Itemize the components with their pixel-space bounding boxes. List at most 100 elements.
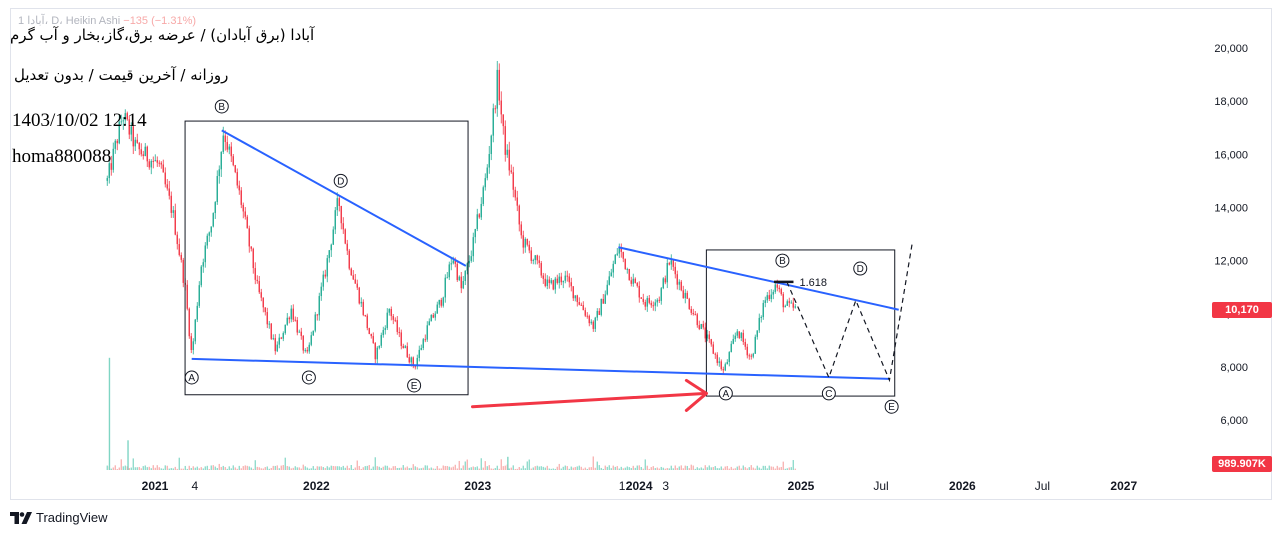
candle-body bbox=[326, 258, 328, 277]
volume-bar bbox=[604, 465, 606, 470]
candle-body bbox=[540, 263, 542, 276]
candle-body bbox=[114, 140, 116, 149]
candle-body bbox=[776, 284, 778, 288]
volume-bar bbox=[158, 467, 160, 470]
candle-body bbox=[508, 149, 510, 171]
candle-body bbox=[110, 163, 112, 170]
volume-bar bbox=[698, 468, 700, 470]
candle-body bbox=[546, 279, 548, 286]
fib-label: 1.618 bbox=[799, 277, 827, 289]
candle-body bbox=[386, 312, 388, 329]
candle-body bbox=[620, 248, 622, 252]
arrow-head bbox=[684, 378, 708, 412]
tradingview-logo[interactable]: TradingView bbox=[10, 510, 108, 525]
volume-bar bbox=[678, 466, 680, 470]
wave-marker bbox=[333, 173, 348, 188]
volume-bar bbox=[592, 456, 594, 470]
candle-body bbox=[284, 324, 286, 334]
volume-bar bbox=[638, 465, 640, 470]
volume-bar bbox=[416, 467, 418, 470]
candle-body bbox=[446, 277, 448, 279]
candle-body bbox=[242, 204, 244, 212]
volume-bar bbox=[360, 468, 362, 470]
candle-body bbox=[106, 178, 108, 181]
volume-bar bbox=[752, 467, 754, 470]
candle-body bbox=[156, 160, 158, 163]
volume-bar bbox=[194, 467, 196, 470]
candle-body bbox=[648, 298, 650, 303]
volume-bar bbox=[736, 466, 738, 470]
candle-body bbox=[344, 229, 346, 244]
candle-body bbox=[186, 284, 188, 309]
candle-body bbox=[476, 214, 478, 229]
candle-body bbox=[642, 298, 644, 302]
volume-bar bbox=[276, 465, 278, 470]
volume-bar bbox=[720, 466, 722, 470]
candle-body bbox=[786, 301, 788, 306]
candle-body bbox=[742, 332, 744, 343]
candle-body bbox=[774, 284, 776, 292]
wave-label: C bbox=[825, 389, 832, 400]
candle-body bbox=[580, 304, 582, 306]
candle-body bbox=[632, 278, 634, 284]
candle-body bbox=[244, 211, 246, 217]
candle-body bbox=[360, 301, 362, 304]
candle-body bbox=[630, 280, 632, 284]
candle-body bbox=[482, 187, 484, 204]
candle-body bbox=[222, 135, 224, 152]
volume-bar bbox=[594, 467, 596, 470]
volume-bar bbox=[508, 468, 510, 470]
x-tick-label: 12 bbox=[619, 479, 633, 493]
volume-bar bbox=[558, 463, 560, 470]
volume-bar bbox=[310, 468, 312, 470]
candle-body bbox=[650, 302, 652, 306]
candle-body bbox=[612, 263, 614, 273]
candle-body bbox=[210, 226, 212, 233]
candle-body bbox=[366, 315, 368, 329]
candle-body bbox=[568, 276, 570, 283]
volume-bar bbox=[668, 468, 670, 470]
candle-body bbox=[660, 288, 662, 301]
candle-body bbox=[208, 232, 210, 236]
candle-body bbox=[608, 276, 610, 285]
volume-bar bbox=[196, 466, 198, 470]
candle-body bbox=[700, 323, 702, 329]
candle-body bbox=[544, 278, 546, 286]
candle-body bbox=[526, 238, 528, 245]
candle-body bbox=[766, 295, 768, 301]
volume-bar bbox=[628, 467, 630, 470]
candle-body bbox=[420, 348, 422, 350]
volume-bar bbox=[106, 465, 108, 470]
candle-body bbox=[618, 248, 620, 254]
candle-body bbox=[714, 353, 716, 355]
candle-body bbox=[570, 282, 572, 287]
volume-bar bbox=[544, 467, 546, 470]
candle-body bbox=[288, 317, 290, 320]
volume-bar bbox=[230, 468, 232, 470]
candle-body bbox=[444, 277, 446, 298]
candle-body bbox=[770, 294, 772, 300]
volume-bar bbox=[382, 466, 384, 470]
volume-bar bbox=[766, 468, 768, 470]
candle-body bbox=[550, 280, 552, 284]
candle-body bbox=[382, 329, 384, 336]
candle-body bbox=[178, 244, 180, 255]
candle-body bbox=[524, 238, 526, 248]
volume-bar bbox=[318, 466, 320, 470]
volume-bar bbox=[646, 465, 648, 470]
volume-bar bbox=[790, 467, 792, 470]
candle-body bbox=[644, 301, 646, 307]
candle-body bbox=[470, 256, 472, 261]
x-tick-label: 2027 bbox=[1110, 479, 1137, 493]
volume-bar bbox=[560, 468, 562, 470]
volume-bar bbox=[274, 465, 276, 470]
volume-bar bbox=[598, 465, 600, 470]
y-tick-label: 6,000 bbox=[1220, 415, 1248, 427]
candle-body bbox=[380, 335, 382, 346]
candle-body bbox=[370, 333, 372, 337]
candle-body bbox=[286, 317, 288, 325]
volume-bar bbox=[706, 467, 708, 470]
volume-bar bbox=[266, 466, 268, 470]
volume-bar bbox=[122, 466, 124, 470]
